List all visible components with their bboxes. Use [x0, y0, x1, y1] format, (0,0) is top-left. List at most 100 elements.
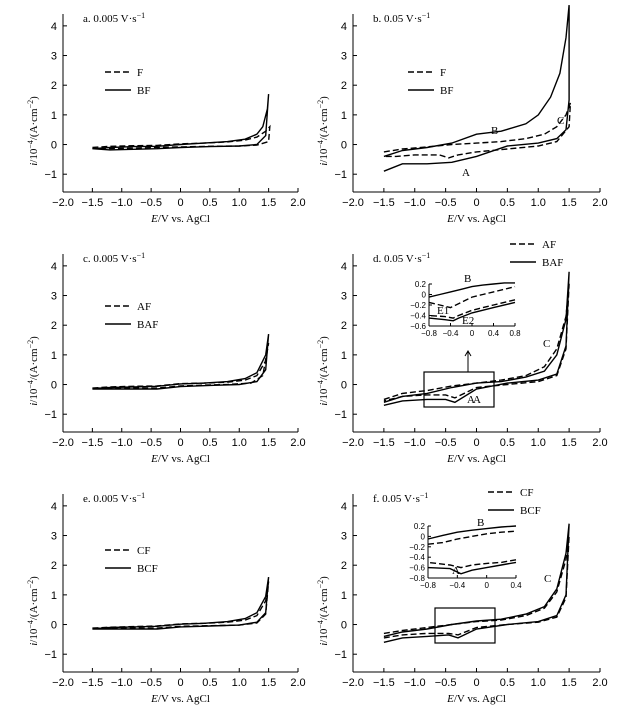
y-axis-label: i/10−4/(A·cm−2) [26, 96, 41, 166]
x-tick-label: −0.5 [140, 677, 162, 689]
zoom-arrow-head [464, 350, 472, 357]
annotation-label: A [467, 394, 475, 406]
legend-label-af: AF [137, 301, 151, 313]
y-tick-label: 3 [51, 51, 57, 63]
y-tick-label: 4 [341, 261, 347, 273]
y-tick-label: 3 [341, 291, 347, 303]
x-tick-label: 0 [177, 437, 183, 449]
y-tick-label: 4 [341, 501, 347, 513]
panel-title: c. 0.005 V·s−1 [83, 251, 145, 266]
y-tick-label: 1 [341, 350, 347, 362]
inset-x-tick-label: 0.8 [509, 329, 521, 338]
inset-plot: −0.8 −0.4 0 0.40.20−0.2−0.4−0.6−0.8BA [409, 517, 522, 590]
series-line-bcf [383, 523, 570, 643]
inset-label: E2 [462, 315, 474, 327]
x-tick-label: 1.0 [232, 677, 247, 689]
legend-label-baf: BAF [137, 319, 158, 331]
inset-x-tick-label: 0.4 [488, 329, 500, 338]
inset-y-tick-label: 0.2 [414, 522, 426, 531]
zoom-region-box [434, 607, 496, 644]
zoom-region-box [423, 371, 495, 408]
legend-label-bf: BF [137, 85, 150, 97]
x-tick-label: −1.5 [82, 437, 104, 449]
x-tick-label: −1.5 [82, 197, 104, 209]
inset-y-tick-label: −0.8 [409, 574, 425, 583]
x-tick-label: −1.5 [373, 197, 395, 209]
y-tick-label: −1 [44, 649, 57, 661]
inset-series-af-return [428, 299, 516, 319]
x-tick-label: −2.0 [52, 197, 74, 209]
y-tick-label: 4 [51, 21, 57, 33]
chart-panel-f: −2.0 −1.5 −1.0 −0.5 0 0.5 1.0 1.5 2.0 −1 0 1 2 3 4 E/V … [316, 487, 608, 705]
x-axis-label: E/V vs. AgCl [446, 213, 506, 225]
x-tick-label: −2.0 [342, 197, 364, 209]
y-tick-label: 4 [51, 501, 57, 513]
annotation-label: A [462, 167, 470, 179]
inset-series-bcf-return [427, 561, 517, 575]
y-tick-label: 0 [51, 620, 57, 632]
legend-label-bcf: BCF [520, 505, 541, 517]
y-tick-label: 2 [51, 320, 57, 332]
y-tick-label: 2 [341, 80, 347, 92]
inset-label: A [452, 565, 460, 577]
y-tick-label: 3 [341, 51, 347, 63]
panel-title: d. 0.05 V·s−1 [373, 251, 430, 266]
annotation-label: C [543, 338, 550, 350]
x-tick-label: −2.0 [52, 677, 74, 689]
y-tick-label: 2 [51, 80, 57, 92]
inset-x-tick-label: −0.8 [421, 329, 437, 338]
x-tick-label: −0.5 [140, 437, 162, 449]
inset-y-tick-label: −0.2 [410, 301, 426, 310]
series-line-bf [92, 94, 270, 151]
y-axis-label: i/10−4/(A·cm−2) [316, 96, 331, 166]
x-tick-label: −0.5 [435, 677, 457, 689]
y-tick-label: 0 [51, 140, 57, 152]
panel-title: e. 0.005 V·s−1 [83, 491, 145, 506]
legend-label-af: AF [542, 239, 556, 251]
x-axis-label: E/V vs. AgCl [150, 693, 210, 705]
y-tick-label: 4 [341, 21, 347, 33]
inset-y-tick-label: −0.2 [409, 543, 425, 552]
x-tick-label: −1.0 [404, 437, 426, 449]
x-tick-label: −2.0 [342, 437, 364, 449]
y-tick-label: −1 [334, 649, 347, 661]
x-tick-label: 1.0 [531, 677, 546, 689]
x-tick-label: 1.5 [261, 437, 276, 449]
inset-x-tick-label: 0 [484, 581, 489, 590]
x-tick-label: 1.0 [531, 197, 546, 209]
series-line-cf [92, 581, 270, 630]
x-tick-label: 0.5 [500, 677, 515, 689]
chart-panel-b: −2.0 −1.5 −1.0 −0.5 0 0.5 1.0 1.5 2.0 −1 0 1 2 3 4 E/V … [316, 5, 608, 225]
inset-y-tick-label: −0.4 [409, 553, 425, 562]
y-tick-label: 3 [51, 531, 57, 543]
y-tick-label: 2 [341, 560, 347, 572]
y-tick-label: 1 [341, 590, 347, 602]
y-tick-label: 0 [341, 620, 347, 632]
y-tick-label: −1 [334, 169, 347, 181]
y-tick-label: 3 [341, 531, 347, 543]
x-tick-label: −1.0 [111, 197, 133, 209]
inset-series-cf-return [427, 559, 517, 569]
inset-y-tick-label: −0.6 [410, 322, 426, 331]
inset-y-tick-label: 0.2 [415, 280, 427, 289]
x-axis-label: E/V vs. AgCl [446, 453, 506, 465]
y-tick-label: 0 [341, 380, 347, 392]
x-tick-label: 0.5 [500, 437, 515, 449]
legend-label-bcf: BCF [137, 563, 158, 575]
legend-label-f: F [137, 67, 143, 79]
x-tick-label: 0.5 [202, 197, 217, 209]
x-tick-label: 0 [473, 197, 479, 209]
y-tick-label: 2 [51, 560, 57, 572]
chart-panel-d: −2.0 −1.5 −1.0 −0.5 0 0.5 1.0 1.5 2.0 −1 0 1 2 3 4 E/V … [316, 239, 608, 465]
y-axis-label: i/10−4/(A·cm−2) [316, 576, 331, 646]
y-tick-label: 1 [51, 350, 57, 362]
y-tick-label: −1 [334, 409, 347, 421]
x-tick-label: −0.5 [140, 197, 162, 209]
series-line-f [383, 102, 572, 159]
y-tick-label: 1 [341, 110, 347, 122]
x-tick-label: 0.5 [500, 197, 515, 209]
x-tick-label: 1.0 [531, 437, 546, 449]
